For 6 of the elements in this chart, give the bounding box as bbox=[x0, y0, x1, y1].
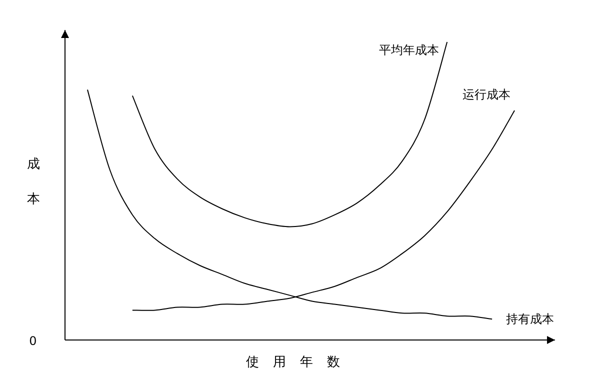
series-label: 持有成本 bbox=[506, 312, 554, 326]
series-label: 平均年成本 bbox=[379, 43, 440, 57]
x-axis-title: 使用年数 bbox=[246, 355, 354, 370]
y-axis-title: 成本 bbox=[26, 146, 40, 216]
series-label: 运行成本 bbox=[462, 88, 511, 102]
text: 0 bbox=[29, 334, 37, 348]
